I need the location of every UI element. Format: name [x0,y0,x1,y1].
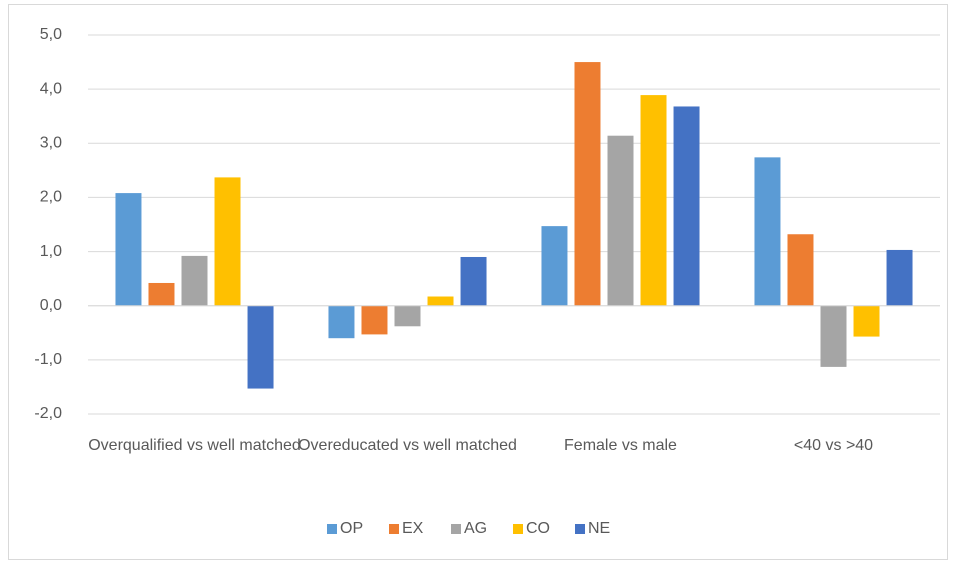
bar [328,305,355,339]
bar [148,282,175,306]
bar [673,106,700,306]
bar [787,234,814,306]
y-tick-label: 3,0 [40,135,62,152]
x-tick-label: Overeducated vs well matched [298,437,517,454]
bar [361,305,388,335]
legend-label: EX [402,520,424,537]
bar [214,177,241,306]
y-tick-label: -2,0 [34,405,62,422]
bar [247,305,274,389]
bar [394,305,421,327]
legend-swatch [575,524,585,534]
legend-label: NE [588,520,610,537]
bar [460,256,487,306]
bar [181,255,208,306]
bar [574,62,601,306]
bar [541,226,568,306]
legend-label: CO [526,520,550,537]
y-tick-label: 0,0 [40,297,62,314]
x-tick-label: <40 vs >40 [793,437,874,454]
bar [427,296,454,306]
x-tick-label: Female vs male [564,437,677,454]
y-tick-label: 2,0 [40,189,62,206]
bar [820,305,847,367]
y-tick-label: 1,0 [40,243,62,260]
legend-swatch [327,524,337,534]
bar [640,95,667,306]
bar [607,135,634,306]
bar [853,305,880,337]
legend-swatch [513,524,523,534]
bar [115,193,142,306]
legend-swatch [451,524,461,534]
y-tick-label: 5,0 [40,26,62,43]
legend-swatch [389,524,399,534]
x-tick-label: Overqualified vs well matched [88,437,301,454]
y-tick-label: 4,0 [40,80,62,97]
bar [754,157,781,306]
legend-label: AG [464,520,487,537]
bar [886,249,913,306]
y-tick-label: -1,0 [34,351,62,368]
legend-label: OP [340,520,363,537]
